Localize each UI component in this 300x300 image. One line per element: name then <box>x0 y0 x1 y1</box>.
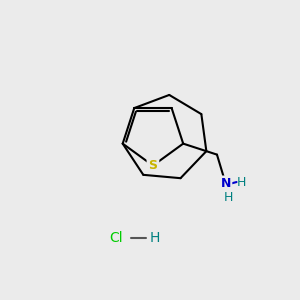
Text: H: H <box>237 176 247 188</box>
Text: N: N <box>220 177 231 190</box>
Text: H: H <box>149 231 160 245</box>
Text: Cl: Cl <box>109 231 123 245</box>
Text: S: S <box>148 159 158 172</box>
Text: H: H <box>224 191 233 204</box>
